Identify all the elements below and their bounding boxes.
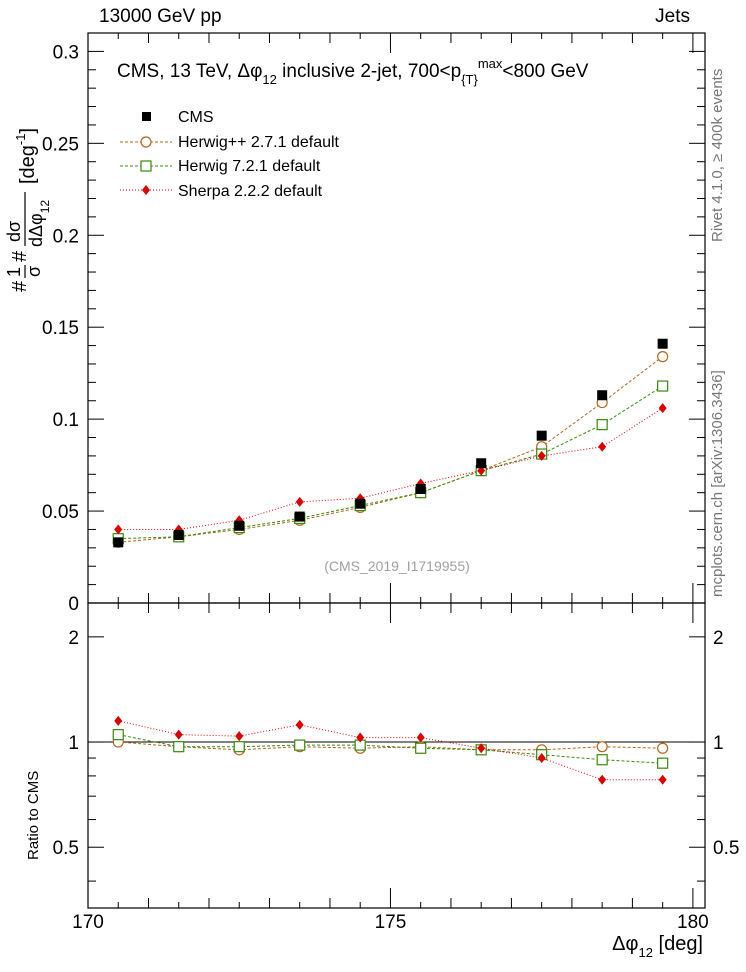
data-point-herwig7: [294, 739, 306, 751]
ratio-y-tick-label-right: 2: [713, 628, 724, 649]
chart-title: CMS, 13 TeV, Δφ12 inclusive 2-jet, 700<p…: [117, 56, 589, 87]
header-right: Jets: [655, 6, 690, 27]
legend-entry-herwigpp: Herwig++ 2.7.1 default: [120, 134, 340, 151]
y-tick-label: 0.1: [53, 410, 79, 431]
data-point-herwigpp: [596, 741, 608, 753]
data-point-sherpa: [537, 450, 546, 461]
data-point-sherpa: [114, 524, 123, 535]
data-point-herwig7: [596, 754, 608, 766]
data-point-sherpa: [235, 731, 244, 742]
header-left: 13000 GeV pp: [99, 6, 222, 27]
data-point-cms: [173, 529, 184, 540]
rivet-label: Rivet 4.1.0, ≥ 400k events: [709, 69, 726, 242]
series-line-herwig7: [118, 385, 663, 540]
legend-marker-sherpa: [142, 185, 150, 195]
ratio-panel-frame: [87, 602, 706, 909]
legend: CMS Herwig++ 2.7.1 default Herwig 7.2.1 …: [120, 109, 340, 200]
svg-text:CMS: CMS: [178, 109, 214, 126]
data-point-cms: [597, 390, 608, 401]
y-tick-label: 0.2: [53, 226, 79, 247]
y-tick-label: 0: [68, 594, 79, 615]
analysis-watermark: (CMS_2019_I1719955): [324, 558, 470, 574]
svg-text:dσ: dσ: [4, 221, 24, 242]
svg-text:1: 1: [4, 267, 24, 277]
series-line-herwigpp: [118, 741, 663, 751]
ratio-series: [112, 715, 669, 785]
data-point-cms: [355, 498, 366, 509]
y-tick-label: 0.15: [42, 318, 79, 339]
x-tick-label: 170: [72, 912, 104, 933]
svg-text:Herwig 7.2.1 default: Herwig 7.2.1 default: [178, 158, 321, 175]
y-tick-label: 0.25: [42, 134, 79, 155]
series-line-herwig7: [118, 734, 663, 764]
data-point-herwig7: [173, 741, 185, 753]
data-point-sherpa: [295, 719, 304, 730]
data-point-sherpa: [537, 753, 546, 764]
svg-text:#: #: [9, 280, 31, 292]
ratio-y-axis-label: Ratio to CMS: [25, 771, 42, 860]
data-point-sherpa: [598, 774, 607, 785]
x-axis-label: Δφ12 [deg]: [612, 933, 703, 960]
legend-entry-sherpa: Sherpa 2.2.2 default: [120, 183, 323, 200]
svg-text:[deg-1]: [deg-1]: [13, 128, 39, 184]
series-line-sherpa: [118, 407, 663, 530]
data-point-herwig7: [112, 729, 124, 741]
x-tick-labels: 170 175 180: [72, 912, 709, 933]
svg-text:#: #: [9, 250, 31, 262]
y-tick-label: 0.3: [53, 42, 79, 63]
x-tick-label: 180: [677, 912, 709, 933]
data-point-sherpa: [598, 441, 607, 452]
ratio-y-tick-label-right: 0.5: [713, 838, 739, 859]
data-point-sherpa: [174, 729, 183, 740]
main-series: [112, 338, 669, 548]
ratio-y-tick-label-left: 0.5: [53, 838, 79, 859]
main-ticks: [87, 33, 705, 604]
legend-entry-herwig7: Herwig 7.2.1 default: [120, 158, 321, 175]
series-line-sherpa: [118, 720, 663, 781]
data-point-cms: [476, 458, 487, 469]
data-point-sherpa: [477, 743, 486, 754]
data-point-cms: [234, 520, 245, 531]
data-point-herwigpp: [657, 742, 669, 754]
legend-marker-cms: [142, 112, 151, 121]
data-point-sherpa: [114, 715, 123, 726]
main-y-tick-labels: 0 0.05 0.1 0.15 0.2 0.25 0.3: [42, 42, 79, 615]
data-point-sherpa: [416, 732, 425, 743]
data-point-sherpa: [658, 403, 667, 414]
data-point-herwig7: [415, 742, 427, 754]
data-point-cms: [657, 338, 668, 349]
data-point-sherpa: [356, 732, 365, 743]
x-tick-label: 175: [375, 912, 407, 933]
svg-text:Sherpa 2.2.2 default: Sherpa 2.2.2 default: [178, 183, 323, 200]
data-point-cms: [536, 430, 547, 441]
ratio-y-tick-label-left: 1: [68, 733, 79, 754]
data-point-herwig7: [657, 757, 669, 769]
svg-text:dΔφ12: dΔφ12: [26, 200, 52, 247]
data-point-herwig7: [233, 741, 245, 753]
ratio-y-tick-label-left: 2: [68, 628, 79, 649]
y-axis-label: # 1 σ # dσ dΔφ12 [deg-1]: [4, 128, 52, 292]
data-point-herwig7: [657, 380, 669, 392]
data-point-herwig7: [596, 419, 608, 431]
legend-marker-herwig7: [140, 160, 152, 172]
ratio-ticks: [87, 603, 705, 908]
series-line-herwigpp: [118, 356, 664, 543]
mcplots-label: mcplots.cern.ch [arXiv:1306.3436]: [709, 370, 726, 597]
svg-text:Herwig++ 2.7.1 default: Herwig++ 2.7.1 default: [178, 134, 340, 151]
data-point-sherpa: [295, 496, 304, 507]
data-point-cms: [415, 484, 426, 494]
svg-text:σ: σ: [24, 266, 44, 277]
y-tick-label: 0.05: [42, 502, 79, 523]
ratio-y-tick-labels: 0.5 0.5 1 1 2 2: [53, 628, 740, 859]
legend-entry-cms: CMS: [142, 109, 214, 126]
data-point-cms: [294, 511, 305, 522]
data-point-cms: [113, 537, 124, 548]
data-point-herwigpp: [657, 351, 669, 363]
legend-marker-herwigpp: [140, 136, 152, 148]
data-point-sherpa: [658, 774, 667, 785]
ratio-y-tick-label-right: 1: [713, 733, 724, 754]
